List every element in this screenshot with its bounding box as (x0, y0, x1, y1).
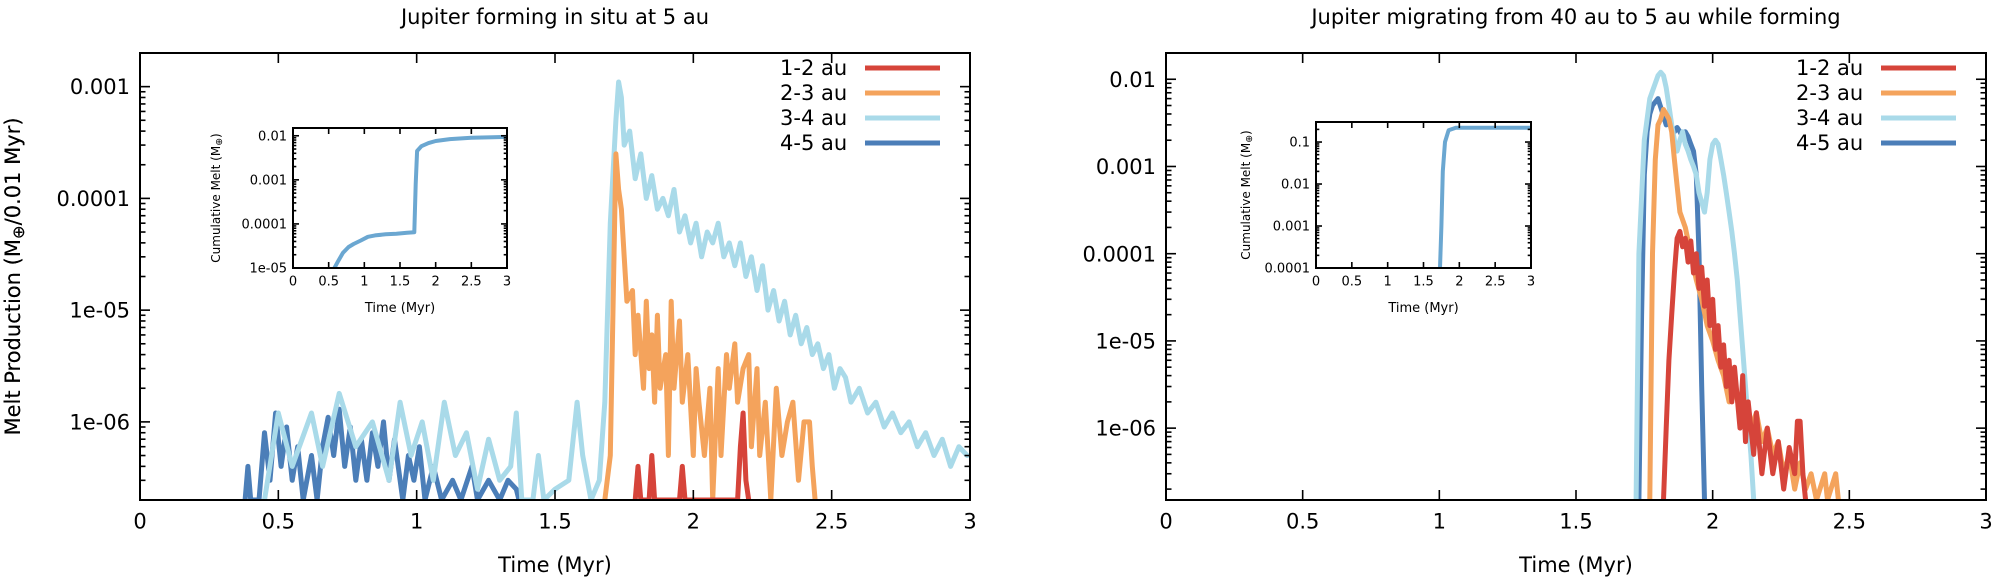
legend-label: 3-4 au (1796, 106, 1863, 130)
inset-x-axis-label: Time (Myr) (1387, 301, 1458, 316)
inset-chart: 0 0.5 1 1.5 2 2.5 3 0.1 0.01 0.001 0.0001 Time (Myr… (1239, 121, 1535, 316)
main-xtick-label: 1 (410, 509, 423, 533)
inset-y-axis-label: Cumulative Melt (M⊕) (1239, 130, 1255, 259)
chart-title: Jupiter forming in situ at 5 au (399, 5, 709, 29)
chart-title: Jupiter migrating from 40 au to 5 au whi… (1309, 5, 1840, 29)
y-axis-label: Melt Production (M⊕/0.01 Myr) (1, 117, 28, 435)
y-axis-label-part: Melt Production (M (1, 239, 25, 436)
legend-label: 1-2 au (780, 56, 847, 80)
main-xtick-label: 1 (1433, 509, 1446, 533)
inset-xtick-label: 0 (289, 275, 297, 290)
y-axis-label-part: Melt Production (M (1, 239, 25, 436)
inset-ytick-label: 0.1 (1289, 136, 1310, 151)
legend-label: 2-3 au (1796, 81, 1863, 105)
inset-xtick-label: 2 (432, 275, 440, 290)
inset-xtick-label: 3 (1527, 275, 1535, 290)
x-axis-label: Time (Myr) (497, 553, 612, 577)
legend-label: 1-2 au (1796, 56, 1863, 80)
inset-chart: 0 0.5 1 1.5 2 2.5 3 0.01 0.001 0.0001 1e-05 Time (M… (209, 127, 511, 316)
legend-label: 4-5 au (1796, 131, 1863, 155)
y-axis-label-part: /0.01 Myr) (1, 117, 25, 225)
inset-ytick-label: 0.0001 (242, 218, 288, 233)
main-ytick-label: 1e-05 (69, 299, 130, 323)
inset-ytick-label: 1e-05 (249, 262, 287, 277)
main-ytick-label: 1e-06 (1095, 417, 1156, 441)
main-xtick-label: 2.5 (1833, 509, 1866, 533)
y-axis-label: Melt Production (M⊕/0.01 Myr) (1, 117, 28, 435)
series-line-4-5-au (242, 406, 522, 500)
inset-xtick-label: 1.5 (390, 275, 411, 290)
inset-ytick-label: 0.01 (258, 129, 287, 144)
inset-y-axis-label-part: Cumulative Melt (M (209, 146, 223, 263)
inset-y-axis-label-part: ⊕ (214, 138, 225, 146)
main-ytick-label: 0.0001 (1083, 242, 1156, 266)
inset-x-axis-label: Time (Myr) (364, 301, 435, 316)
main-xtick-label: 2 (1706, 509, 1719, 533)
inset-y-axis-label-part: Cumulative Melt (M (1239, 143, 1253, 260)
series-line-1-2-au (632, 410, 752, 500)
inset-xtick-label: 1 (1384, 275, 1392, 290)
main-xtick-label: 0.5 (262, 509, 295, 533)
inset-xtick-label: 1 (360, 275, 368, 290)
inset-xtick-label: 1.5 (1413, 275, 1434, 290)
main-xtick-label: 0.5 (1286, 509, 1319, 533)
y-axis-label-part: ⊕ (9, 225, 28, 239)
series-line-3-4-au (1633, 69, 1757, 500)
main-xtick-label: 2.5 (815, 509, 848, 533)
x-axis-label: Time (Myr) (1518, 553, 1633, 577)
main-xtick-label: 1.5 (1559, 509, 1592, 533)
chart-1: Jupiter forming in situ at 5 au Time (Myr… (1, 5, 977, 577)
inset-xtick-label: 0.5 (318, 275, 339, 290)
main-xtick-label: 3 (1979, 509, 1992, 533)
inset-y-axis-label-part: ) (209, 133, 223, 138)
series-line-3-4-au (262, 79, 970, 500)
main-ytick-label: 1e-06 (69, 410, 130, 434)
main-ytick-label: 0.001 (1096, 155, 1156, 179)
inset-y-axis-label-part: ) (1239, 130, 1253, 135)
inset-ytick-label: 0.01 (1281, 178, 1310, 193)
main-ytick-label: 1e-05 (1095, 329, 1156, 353)
main-xtick-label: 0 (1159, 509, 1172, 533)
inset-xtick-label: 2 (1455, 275, 1463, 290)
main-ytick-label: 0.01 (1109, 68, 1156, 92)
inset-ytick-label: 0.0001 (1265, 262, 1311, 277)
inset-series-line (1438, 125, 1531, 268)
main-xtick-label: 1.5 (538, 509, 571, 533)
main-ytick-label: 0.0001 (57, 187, 130, 211)
inset-background (1316, 122, 1531, 268)
main-xtick-label: 0 (133, 509, 146, 533)
inset-ytick-label: 0.001 (1273, 220, 1310, 235)
series-line-2-3-au (602, 151, 818, 500)
inset-xtick-label: 0.5 (1341, 275, 1362, 290)
legend-label: 2-3 au (780, 81, 847, 105)
legend-label: 4-5 au (780, 131, 847, 155)
series-line-1-2-au (1661, 228, 1809, 500)
inset-series-line (332, 134, 507, 268)
main-ytick-label: 0.001 (70, 75, 130, 99)
main-xtick-label: 3 (963, 509, 976, 533)
inset-background (293, 128, 507, 268)
y-axis-label-part: /0.01 Myr) (1, 117, 25, 225)
inset-xtick-label: 2.5 (461, 275, 482, 290)
inset-y-axis-label: Cumulative Melt (M⊕) (209, 133, 225, 262)
inset-ytick-label: 0.001 (250, 174, 287, 189)
y-axis-label-part: ⊕ (9, 225, 28, 239)
inset-xtick-label: 2.5 (1485, 275, 1506, 290)
inset-y-axis-label-part: ⊕ (1244, 135, 1255, 143)
inset-xtick-label: 3 (503, 275, 511, 290)
inset-xtick-label: 0 (1312, 275, 1320, 290)
legend-label: 3-4 au (780, 106, 847, 130)
chart-2: Jupiter migrating from 40 au to 5 au whi… (1, 5, 1993, 577)
main-xtick-label: 2 (687, 509, 700, 533)
